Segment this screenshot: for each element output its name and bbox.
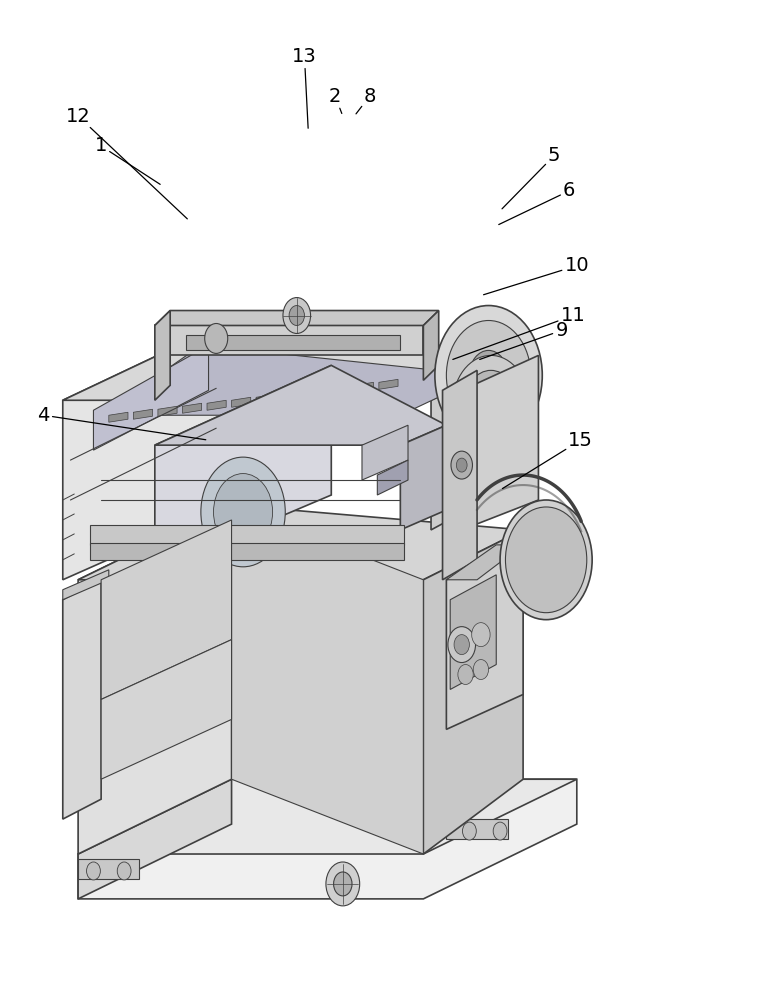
Polygon shape [78,505,232,854]
Circle shape [213,474,273,550]
Circle shape [205,323,228,353]
Polygon shape [78,859,139,879]
Polygon shape [354,382,373,392]
Polygon shape [424,530,523,854]
Polygon shape [232,397,251,407]
Circle shape [458,665,474,684]
Text: 10: 10 [484,256,589,295]
Circle shape [326,862,360,906]
Circle shape [457,458,467,472]
Polygon shape [101,345,485,415]
Polygon shape [78,779,577,899]
Polygon shape [155,365,331,570]
Circle shape [505,507,587,613]
Circle shape [464,370,517,440]
Polygon shape [186,335,400,350]
Circle shape [454,635,470,655]
Polygon shape [400,425,447,530]
Text: 12: 12 [65,107,187,219]
Text: 9: 9 [480,321,567,359]
Polygon shape [89,525,404,545]
Circle shape [333,872,352,896]
Circle shape [447,320,531,430]
Text: 15: 15 [503,431,593,489]
Text: 8: 8 [356,87,376,114]
Polygon shape [280,391,300,401]
Text: 13: 13 [292,47,316,128]
Circle shape [448,627,476,663]
Circle shape [500,500,592,620]
Polygon shape [155,365,447,445]
Circle shape [451,451,473,479]
Polygon shape [424,311,439,380]
Polygon shape [93,345,209,450]
Polygon shape [133,409,152,419]
Circle shape [283,298,310,333]
Polygon shape [305,388,324,398]
Circle shape [474,660,489,680]
Polygon shape [256,394,276,404]
Text: 4: 4 [38,406,206,440]
Polygon shape [63,580,101,819]
Polygon shape [101,520,232,699]
Polygon shape [182,403,202,413]
Polygon shape [63,320,232,580]
Polygon shape [447,545,523,580]
Polygon shape [447,545,523,729]
Polygon shape [447,819,507,839]
Polygon shape [155,325,424,355]
Text: 5: 5 [502,146,560,209]
Polygon shape [443,370,477,580]
Circle shape [470,350,507,400]
Polygon shape [101,640,232,779]
Circle shape [493,822,507,840]
Circle shape [289,306,304,325]
Polygon shape [158,406,177,416]
Polygon shape [379,379,398,389]
Polygon shape [78,505,523,580]
Polygon shape [377,460,408,495]
Polygon shape [109,412,128,422]
Polygon shape [78,779,232,899]
Circle shape [435,306,542,445]
Circle shape [463,822,477,840]
Polygon shape [232,505,424,854]
Polygon shape [155,311,170,400]
Circle shape [453,355,529,455]
Polygon shape [362,425,408,480]
Text: 1: 1 [95,136,160,184]
Polygon shape [431,355,523,530]
Polygon shape [63,320,523,400]
Polygon shape [450,575,496,689]
Circle shape [472,623,490,647]
Polygon shape [207,400,226,410]
Polygon shape [89,543,404,560]
Circle shape [117,862,131,880]
Circle shape [201,457,285,567]
Polygon shape [155,311,439,325]
Polygon shape [330,385,349,395]
Polygon shape [78,779,577,854]
Text: 6: 6 [499,181,575,225]
Text: 2: 2 [329,87,342,113]
Polygon shape [63,570,109,600]
Polygon shape [462,355,538,530]
Text: 11: 11 [453,306,585,359]
Circle shape [86,862,100,880]
